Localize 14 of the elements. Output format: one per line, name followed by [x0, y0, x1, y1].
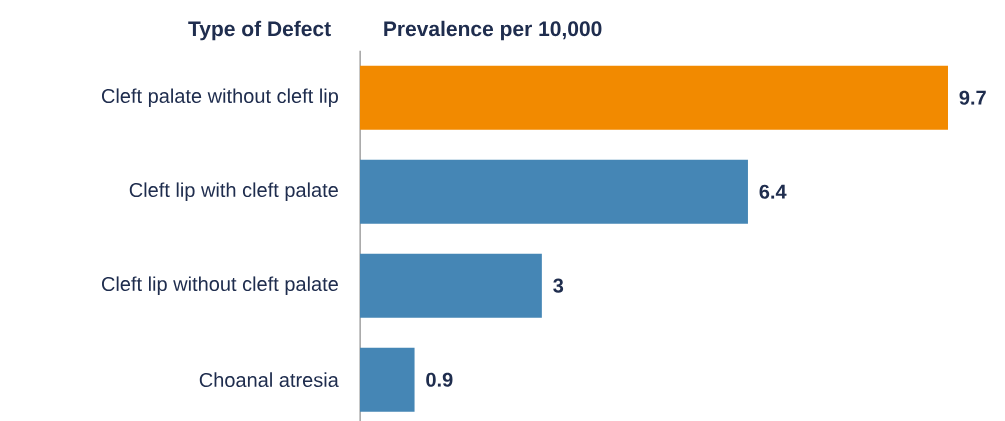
bar: [360, 65, 948, 130]
y-tick-label: Cleft lip with cleft palate: [129, 182, 338, 202]
data-label: 3: [553, 278, 564, 293]
bar: [360, 347, 415, 412]
data-label: 6.4: [759, 184, 787, 199]
y-tick-label: Cleft lip without cleft palate: [101, 276, 338, 296]
x-axis-title: Prevalence per 10,000: [384, 20, 602, 41]
y-tick-label: Cleft palate without cleft lip: [101, 88, 338, 108]
bar: [360, 253, 542, 318]
data-label: 0.9: [426, 372, 453, 387]
data-label: 9.7: [959, 90, 986, 105]
y-axis-title: Type of Defect: [188, 20, 331, 41]
bar: [360, 159, 748, 224]
y-tick-label: Choanal atresia: [199, 372, 339, 388]
